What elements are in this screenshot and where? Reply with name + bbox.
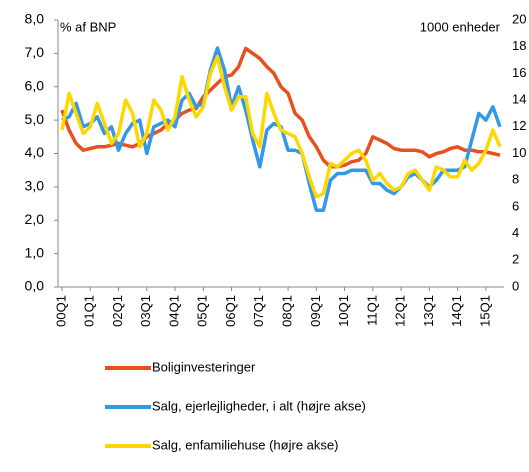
y2-tick-label: 18 <box>512 38 526 53</box>
y2-axis-label: 1000 enheder <box>420 19 501 34</box>
x-tick-label: 01Q1 <box>82 295 97 327</box>
x-tick-label: 00Q1 <box>53 295 68 327</box>
y2-tick-label: 14 <box>512 92 526 107</box>
series-line <box>60 54 502 199</box>
x-tick-label: 13Q1 <box>421 295 436 327</box>
y2-tick-label: 8 <box>512 172 519 187</box>
y2-tick-label: 6 <box>512 198 519 213</box>
y2-tick-label: 4 <box>512 225 519 240</box>
y-axis-label: % af BNP <box>60 19 116 34</box>
x-tick-label: 09Q1 <box>308 295 323 327</box>
x-tick-label: 14Q1 <box>449 295 464 327</box>
y-tick-label: 7,0 <box>25 44 45 60</box>
y2-tick-label: 12 <box>512 118 526 133</box>
x-tick-label: 07Q1 <box>251 295 266 327</box>
y-tick-label: 1,0 <box>25 244 45 260</box>
series-line <box>60 46 501 169</box>
y2-tick-label: 10 <box>512 145 526 160</box>
x-tick-label: 05Q1 <box>195 295 210 327</box>
x-tick-label: 12Q1 <box>393 295 408 327</box>
y2-tick-label: 16 <box>512 65 526 80</box>
legend-label: Boliginvesteringer <box>152 359 256 374</box>
x-tick-label: 03Q1 <box>138 295 153 327</box>
y-tick-label: 6,0 <box>25 77 45 93</box>
x-tick-label: 10Q1 <box>336 295 351 327</box>
x-tick-label: 04Q1 <box>166 295 181 327</box>
y-tick-label: 8,0 <box>25 11 45 27</box>
y-tick-label: 5,0 <box>25 111 45 127</box>
y2-tick-label: 0 <box>512 278 519 293</box>
y-tick-label: 3,0 <box>25 178 45 194</box>
y-tick-label: 4,0 <box>25 144 45 160</box>
legend-label: Salg, enfamiliehuse (højre akse) <box>152 437 338 452</box>
x-tick-label: 15Q1 <box>477 295 492 327</box>
y-tick-label: 2,0 <box>25 211 45 227</box>
x-tick-label: 06Q1 <box>223 295 238 327</box>
y-tick-label: 0,0 <box>25 278 45 294</box>
y2-tick-label: 2 <box>512 252 519 267</box>
y2-tick-label: 20 <box>512 11 526 26</box>
x-tick-label: 02Q1 <box>110 295 125 327</box>
x-tick-label: 08Q1 <box>280 295 295 327</box>
x-tick-label: 11Q1 <box>364 295 379 326</box>
legend-label: Salg, ejerlejligheder, i alt (højre akse… <box>152 398 366 413</box>
